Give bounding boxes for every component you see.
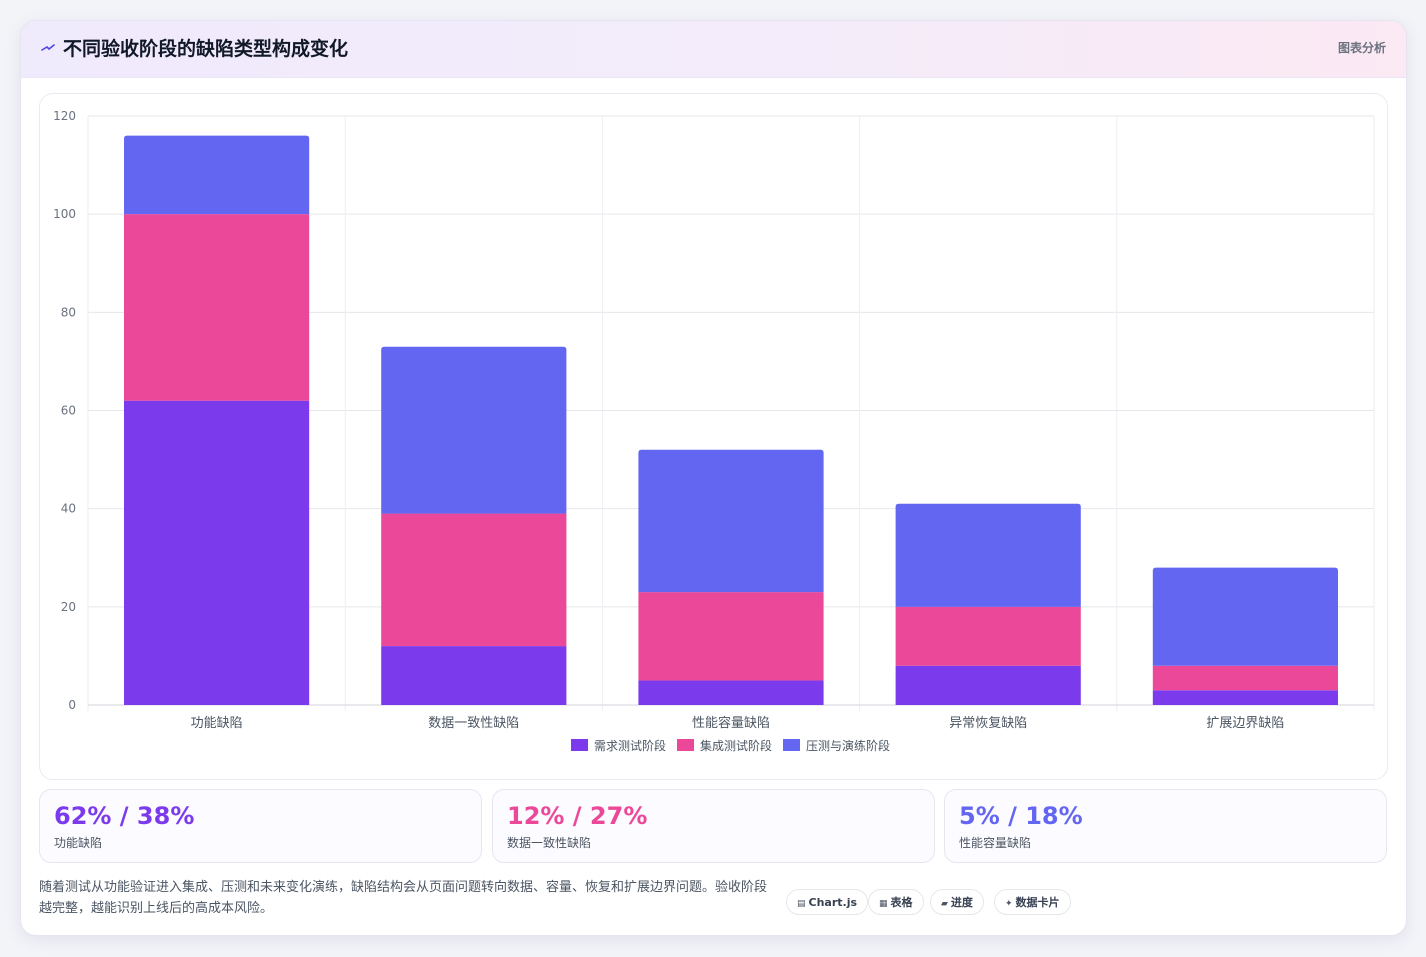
chart-title: 不同验收阶段的缺陷类型构成变化	[63, 38, 349, 60]
y-tick-label: 60	[61, 404, 76, 418]
bar-segment	[1152, 690, 1338, 705]
pill-label: 表格	[890, 896, 913, 909]
y-tick-label: 20	[61, 600, 76, 614]
pill-label: Chart.js	[808, 896, 858, 909]
legend-swatch	[571, 739, 588, 751]
stacked-bar-chart: 0 20 40 60 80 100 120 功能缺陷 数据一致性缺陷 性能容量缺陷 异常恢复缺陷 扩展…	[53, 109, 1375, 753]
stat-label: 性能容量缺陷	[959, 836, 1032, 850]
chart-area: 0 20 40 60 80 100 120 功能缺陷 数据一致性缺陷 性能容量缺陷 异常恢复缺陷 扩展…	[39, 93, 1388, 780]
bar-segment	[124, 214, 310, 401]
stat-value: 12% / 27%	[507, 802, 648, 830]
bar-segment	[124, 135, 310, 215]
pill-data-card[interactable]: ✦ 数据卡片	[994, 889, 1071, 915]
legend-swatch	[677, 739, 694, 751]
pill-table[interactable]: ▦ 表格	[868, 889, 924, 915]
chart-analysis-tag[interactable]: 图表分析	[1337, 41, 1386, 55]
bar-segment	[1152, 665, 1338, 691]
bar-segment	[638, 680, 824, 705]
y-tick-label: 0	[68, 698, 76, 712]
bar-segment	[381, 346, 567, 514]
stat-value: 62% / 38%	[54, 802, 195, 830]
x-tick-label: 性能容量缺陷	[692, 715, 770, 731]
card-header: 不同验收阶段的缺陷类型构成变化 图表分析	[21, 21, 1406, 78]
legend-label: 集成测试阶段	[700, 738, 772, 753]
stat-label: 功能缺陷	[54, 836, 103, 850]
sparkle-icon	[41, 44, 55, 51]
footer-description: 随着测试从功能验证进入集成、压测和未来变化演练，缺陷结构会从页面问题转向数据、容…	[39, 880, 768, 916]
y-tick-label: 100	[53, 207, 76, 221]
stat-label: 数据一致性缺陷	[507, 836, 592, 850]
pill-label: 数据卡片	[1015, 896, 1060, 909]
y-tick-label: 40	[61, 502, 76, 516]
x-tick-label: 异常恢复缺陷	[949, 716, 1027, 731]
stat-value: 5% / 18%	[959, 802, 1083, 830]
bar-segment	[895, 606, 1081, 666]
x-tick-label: 功能缺陷	[191, 716, 243, 731]
sparkle-icon: ✦	[1005, 899, 1013, 909]
bar-segment	[895, 665, 1081, 705]
pill-chartjs[interactable]: ▤ Chart.js	[786, 889, 869, 915]
legend-label: 需求测试阶段	[594, 738, 666, 753]
bar-segment	[381, 646, 567, 705]
stat-card-data-consistency: 12% / 27% 数据一致性缺陷	[492, 789, 935, 863]
x-tick-label: 数据一致性缺陷	[428, 716, 519, 731]
pill-label: 进度	[950, 896, 973, 909]
table-icon: ▦	[879, 899, 888, 909]
y-tick-label: 80	[61, 305, 76, 319]
bar-segment	[638, 592, 824, 681]
bar-segment	[124, 400, 310, 705]
bar-segment	[381, 513, 567, 647]
progress-icon: ▰	[941, 899, 948, 909]
x-tick-label: 扩展边界缺陷	[1206, 716, 1284, 731]
legend-swatch	[783, 739, 800, 751]
pill-progress[interactable]: ▰ 进度	[930, 889, 984, 915]
chart-icon: ▤	[797, 899, 806, 909]
bar-segment	[895, 503, 1081, 607]
y-tick-label: 120	[53, 109, 76, 123]
chart-card: 不同验收阶段的缺陷类型构成变化 图表分析 0 20 40 60 80 100 120 功能缺陷…	[20, 20, 1407, 936]
bar-segment	[638, 449, 824, 593]
stat-card-functional: 62% / 38% 功能缺陷	[39, 789, 482, 863]
legend-label: 压测与演练阶段	[806, 738, 890, 753]
stat-card-performance: 5% / 18% 性能容量缺陷	[944, 789, 1387, 863]
bar-segment	[1152, 567, 1338, 666]
